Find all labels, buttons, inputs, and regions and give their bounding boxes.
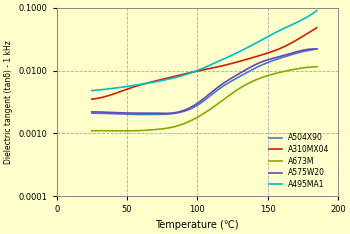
- A504X90: [280, 56, 284, 59]
- A504X90: [90, 112, 94, 115]
- A310MX04: [279, 47, 284, 49]
- Line: A495MA1: A495MA1: [92, 11, 317, 91]
- A495MA1: [279, 28, 284, 31]
- A504X90: [315, 48, 319, 50]
- Line: A575W20: A575W20: [92, 49, 317, 113]
- A575W20: [315, 48, 319, 50]
- A495MA1: [315, 9, 319, 12]
- Legend: A504X90, A310MX04, A673M, A575W20, A495MA1: A504X90, A310MX04, A673M, A575W20, A495M…: [266, 130, 333, 192]
- A504X90: [294, 52, 299, 55]
- A673M: [294, 67, 299, 70]
- Line: A673M: A673M: [92, 67, 317, 131]
- Line: A504X90: A504X90: [92, 49, 317, 114]
- A504X90: [224, 83, 229, 85]
- A575W20: [294, 50, 299, 53]
- A495MA1: [90, 89, 94, 92]
- A673M: [224, 97, 228, 99]
- Y-axis label: Dielectric tangent (tanδ) - 1 kHz: Dielectric tangent (tanδ) - 1 kHz: [4, 40, 13, 164]
- A575W20: [224, 80, 229, 83]
- A310MX04: [315, 26, 319, 29]
- A504X90: [228, 80, 232, 83]
- A575W20: [228, 77, 232, 80]
- A575W20: [163, 112, 167, 115]
- A673M: [224, 96, 229, 99]
- A575W20: [280, 55, 284, 57]
- A673M: [90, 129, 94, 132]
- A495MA1: [223, 57, 227, 60]
- A673M: [315, 65, 319, 68]
- A310MX04: [223, 64, 227, 66]
- A575W20: [313, 48, 317, 50]
- A504X90: [224, 83, 228, 86]
- A504X90: [141, 113, 145, 116]
- A673M: [123, 129, 127, 132]
- A673M: [280, 70, 284, 73]
- A575W20: [224, 80, 228, 83]
- Line: A310MX04: A310MX04: [92, 28, 317, 99]
- A673M: [90, 129, 94, 132]
- A673M: [228, 93, 232, 96]
- A575W20: [90, 110, 94, 113]
- A495MA1: [224, 57, 228, 59]
- A495MA1: [294, 22, 298, 24]
- A495MA1: [228, 55, 232, 58]
- A495MA1: [90, 89, 94, 92]
- A310MX04: [224, 64, 228, 66]
- A310MX04: [294, 39, 298, 42]
- A310MX04: [228, 63, 232, 66]
- A310MX04: [90, 98, 94, 101]
- A504X90: [90, 112, 94, 114]
- A575W20: [90, 110, 94, 113]
- A310MX04: [90, 98, 94, 101]
- X-axis label: Temperature (℃): Temperature (℃): [155, 220, 239, 230]
